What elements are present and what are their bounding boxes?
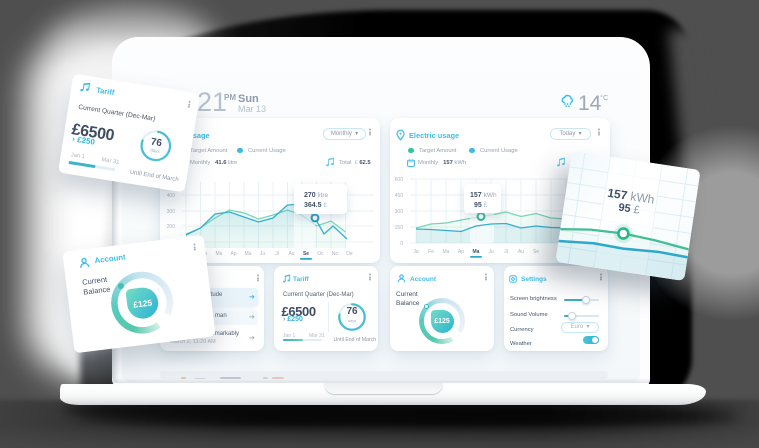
- svg-text:300: 300: [395, 209, 404, 215]
- svg-text:Se: Se: [533, 249, 539, 255]
- svg-text:150: 150: [395, 225, 404, 231]
- svg-text:Ma: Ma: [245, 251, 252, 257]
- svg-text:Ju: Ju: [260, 251, 266, 257]
- svg-text:Jl: Jl: [504, 249, 508, 255]
- svg-text:De: De: [346, 251, 353, 257]
- svg-text:Ma: Ma: [216, 251, 223, 257]
- svg-text:Oc: Oc: [317, 251, 324, 257]
- svg-text:Ja: Ja: [413, 249, 419, 255]
- svg-text:Ap: Ap: [458, 249, 464, 255]
- svg-text:0: 0: [400, 241, 403, 247]
- svg-text:Se: Se: [303, 251, 309, 257]
- svg-text:Ma: Ma: [443, 249, 450, 255]
- svg-text:Fe: Fe: [428, 249, 434, 255]
- svg-text:200: 200: [167, 224, 176, 230]
- svg-text:Au: Au: [518, 249, 524, 255]
- svg-text:Ap: Ap: [230, 251, 236, 257]
- svg-text:Ju: Ju: [488, 249, 494, 255]
- svg-text:Au: Au: [288, 251, 294, 257]
- svg-text:Ma: Ma: [473, 249, 480, 255]
- svg-text:600: 600: [395, 177, 404, 183]
- svg-text:300: 300: [167, 209, 176, 215]
- svg-text:450: 450: [395, 193, 404, 199]
- svg-text:400: 400: [167, 193, 176, 199]
- svg-text:Jl: Jl: [275, 251, 279, 257]
- svg-text:No: No: [332, 251, 339, 257]
